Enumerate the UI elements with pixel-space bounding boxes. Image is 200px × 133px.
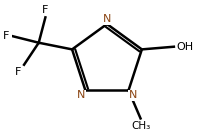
Text: F: F (42, 5, 49, 15)
Text: CH₃: CH₃ (131, 121, 150, 131)
Text: F: F (3, 31, 9, 41)
Text: F: F (15, 67, 21, 77)
Text: N: N (77, 90, 85, 100)
Text: N: N (103, 14, 111, 24)
Text: N: N (129, 90, 137, 100)
Text: OH: OH (177, 42, 194, 52)
